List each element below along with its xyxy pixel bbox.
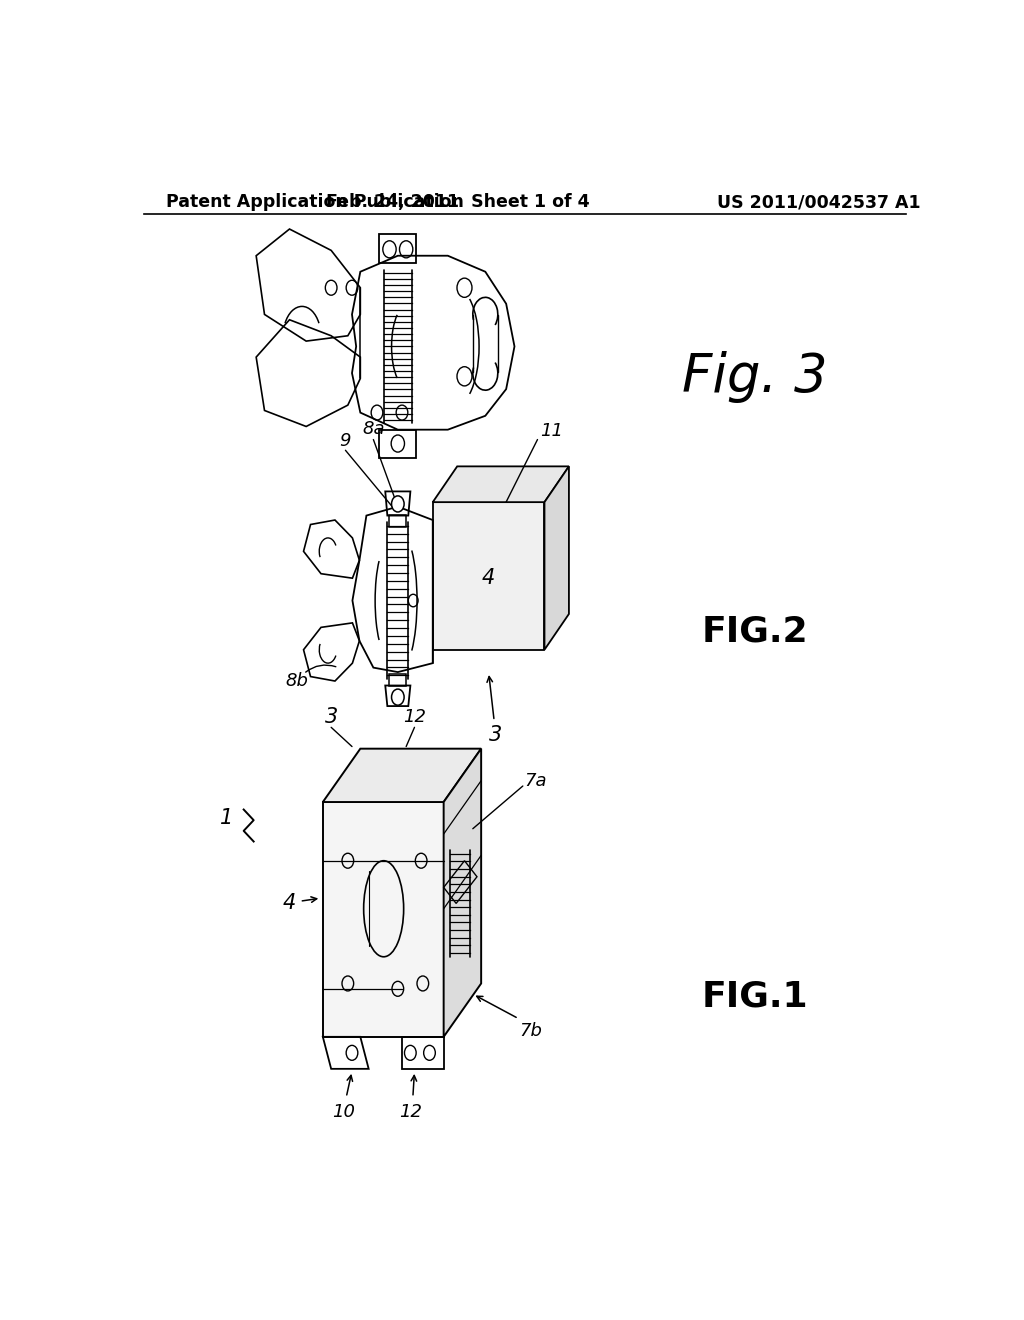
Circle shape bbox=[391, 496, 404, 512]
Polygon shape bbox=[545, 466, 569, 649]
Text: 12: 12 bbox=[398, 1102, 422, 1121]
Text: Feb. 24, 2011  Sheet 1 of 4: Feb. 24, 2011 Sheet 1 of 4 bbox=[326, 193, 589, 211]
Polygon shape bbox=[443, 748, 481, 1036]
Polygon shape bbox=[433, 502, 545, 649]
Text: 4: 4 bbox=[283, 894, 296, 913]
Text: FIG.1: FIG.1 bbox=[701, 979, 808, 1014]
Text: 7a: 7a bbox=[524, 772, 547, 789]
Circle shape bbox=[391, 689, 404, 705]
Text: FIG.2: FIG.2 bbox=[701, 614, 808, 648]
Text: 8b: 8b bbox=[285, 672, 308, 690]
Text: 11: 11 bbox=[540, 421, 563, 440]
Text: 12: 12 bbox=[403, 708, 426, 726]
Text: 8a: 8a bbox=[362, 420, 385, 438]
Text: 7b: 7b bbox=[520, 1023, 543, 1040]
Text: 3: 3 bbox=[489, 725, 502, 744]
Text: 3: 3 bbox=[325, 706, 338, 726]
Text: 10: 10 bbox=[332, 1102, 355, 1121]
Text: US 2011/0042537 A1: US 2011/0042537 A1 bbox=[717, 193, 921, 211]
Text: Patent Application Publication: Patent Application Publication bbox=[166, 193, 464, 211]
Text: 9: 9 bbox=[340, 433, 351, 450]
Text: 4: 4 bbox=[482, 568, 496, 589]
Text: Fig. 3: Fig. 3 bbox=[682, 351, 827, 403]
Polygon shape bbox=[323, 748, 481, 803]
Text: 1: 1 bbox=[220, 808, 233, 828]
Polygon shape bbox=[433, 466, 569, 502]
Polygon shape bbox=[323, 803, 443, 1036]
